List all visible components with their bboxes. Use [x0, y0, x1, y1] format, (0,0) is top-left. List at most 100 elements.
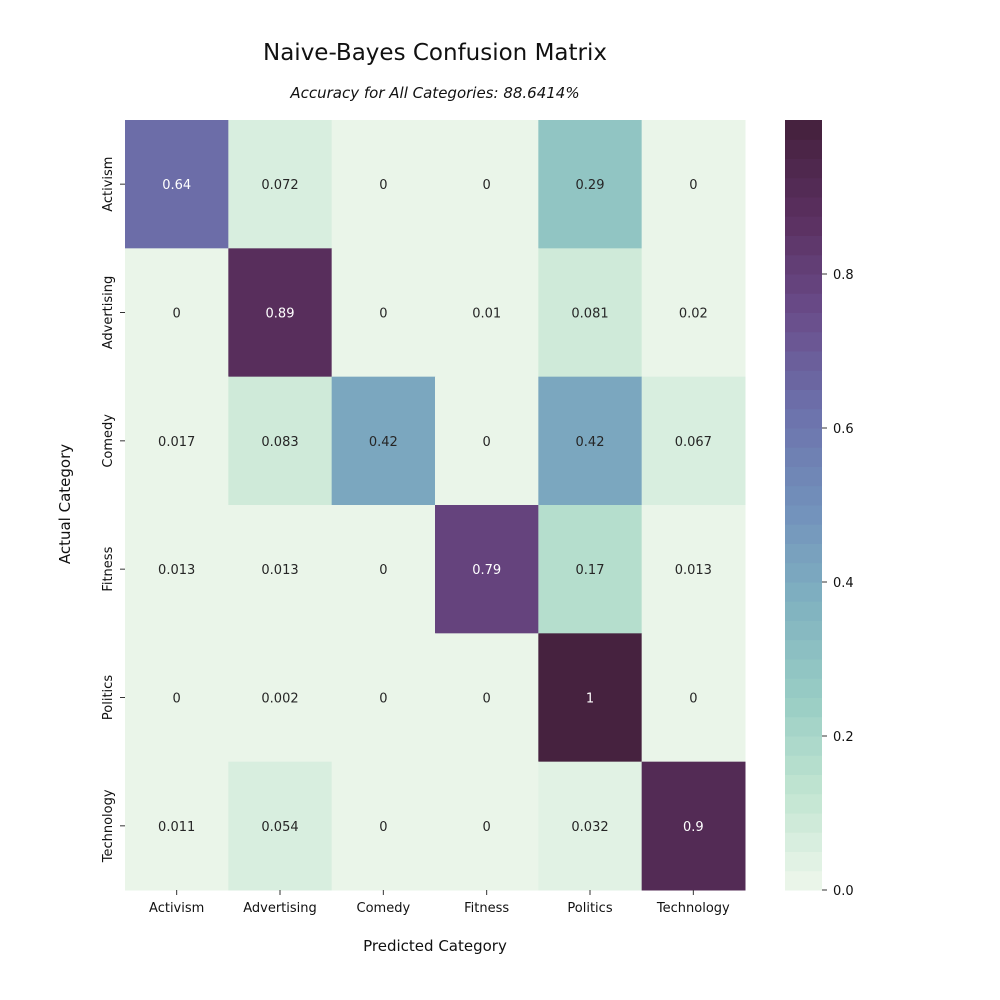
- x-tick-label: Activism: [149, 901, 204, 916]
- y-axis-label: Actual Category: [56, 443, 74, 565]
- cell-value-label: 0: [173, 692, 181, 707]
- colorbar-segment: [785, 620, 822, 641]
- cell-value-label: 0.017: [158, 435, 195, 450]
- y-tick-label: Politics: [101, 675, 116, 720]
- colorbar-segment: [785, 331, 822, 352]
- y-tick-label: Advertising: [101, 276, 116, 350]
- cell-value-label: 0.29: [576, 178, 605, 193]
- colorbar-segment: [785, 235, 822, 256]
- cell-value-label: 0.083: [261, 435, 298, 450]
- cell-value-label: 0: [483, 692, 491, 707]
- heatmap-cell: [538, 761, 643, 891]
- cell-value-label: 0.013: [675, 563, 712, 578]
- cell-value-label: 0: [483, 178, 491, 193]
- heatmap-cell: [331, 761, 436, 891]
- colorbar-segment: [785, 254, 822, 275]
- cell-value-label: 0.01: [472, 307, 501, 322]
- heatmap-cell: [331, 376, 436, 506]
- cell-value-label: 0.013: [158, 563, 195, 578]
- heatmap-cell: [435, 120, 539, 249]
- cell-value-label: 0.02: [679, 307, 708, 322]
- cell-value-label: 0.64: [162, 178, 191, 193]
- colorbar-segment: [785, 216, 822, 236]
- heatmap-cell: [125, 376, 229, 506]
- cell-value-label: 0.081: [571, 307, 608, 322]
- cell-value-label: 0.011: [158, 820, 195, 835]
- x-tick-label: Politics: [567, 901, 612, 916]
- heatmap-cell: [435, 761, 539, 891]
- heatmap-cell: [538, 120, 643, 249]
- y-tick-label: Activism: [101, 157, 116, 212]
- colorbar-tick-label: 0.4: [833, 576, 854, 591]
- x-tick-label: Comedy: [357, 901, 411, 916]
- heatmap-cell: [125, 633, 229, 763]
- cell-value-label: 0.067: [675, 435, 712, 450]
- colorbar-segment: [785, 466, 822, 487]
- colorbar-segment: [785, 716, 822, 737]
- colorbar-segment: [785, 832, 822, 852]
- colorbar-segment: [785, 428, 822, 448]
- cell-value-label: 0: [379, 692, 387, 707]
- heatmap-cell: [125, 120, 229, 249]
- heatmap-cell: [331, 505, 436, 634]
- colorbar-segment: [785, 755, 822, 775]
- y-tick-label: Fitness: [101, 546, 116, 591]
- colorbar-segment: [785, 274, 822, 294]
- cell-value-label: 0: [689, 178, 697, 193]
- cell-value-label: 0.054: [261, 820, 298, 835]
- y-tick-label: Technology: [101, 789, 116, 863]
- x-axis-label: Predicted Category: [363, 937, 507, 955]
- heatmap-cell: [228, 633, 333, 763]
- colorbar-segment: [785, 870, 822, 891]
- colorbar-segment: [785, 813, 822, 833]
- cell-value-label: 0: [379, 820, 387, 835]
- cell-value-label: 0.79: [472, 563, 501, 578]
- heatmap-cell: [228, 248, 333, 378]
- cell-value-label: 0.9: [683, 820, 704, 835]
- colorbar-segment: [785, 505, 822, 525]
- colorbar-segment: [785, 408, 822, 429]
- heatmap-cell: [641, 376, 746, 506]
- cell-value-label: 0.002: [261, 692, 298, 707]
- cell-value-label: 0.072: [261, 178, 298, 193]
- heatmap-cell: [435, 248, 539, 378]
- x-tick-label: Fitness: [464, 901, 509, 916]
- colorbar-segment: [785, 562, 822, 583]
- colorbar-segment: [785, 639, 822, 660]
- colorbar-segment: [785, 158, 822, 179]
- heatmap-cell: [641, 120, 746, 249]
- heatmap-cell: [228, 376, 333, 506]
- colorbar-segment: [785, 851, 822, 872]
- cell-value-label: 0: [483, 435, 491, 450]
- colorbar-segment: [785, 678, 822, 698]
- cell-value-label: 0.17: [576, 563, 605, 578]
- colorbar-segment: [785, 139, 822, 159]
- heatmap-cell: [435, 505, 539, 634]
- colorbar-segment: [785, 601, 822, 621]
- cell-value-label: 0: [689, 692, 697, 707]
- cell-value-label: 0: [379, 178, 387, 193]
- chart-subtitle: Accuracy for All Categories: 88.6414%: [290, 84, 580, 102]
- cell-value-label: 1: [586, 692, 594, 707]
- colorbar-segment: [785, 543, 822, 564]
- chart-title: Naive-Bayes Confusion Matrix: [263, 40, 607, 66]
- colorbar-segment: [785, 582, 822, 602]
- heatmap-cell: [641, 248, 746, 378]
- heatmap-cell: [331, 248, 436, 378]
- colorbar-segment: [785, 370, 822, 390]
- heatmap-cell: [538, 505, 643, 634]
- cell-value-label: 0.89: [266, 307, 295, 322]
- cell-value-label: 0.42: [576, 435, 605, 450]
- cell-value-label: 0.013: [261, 563, 298, 578]
- heatmap-cell: [331, 120, 436, 249]
- colorbar-segment: [785, 447, 822, 467]
- cell-value-label: 0: [173, 307, 181, 322]
- heatmap-cell: [538, 248, 643, 378]
- colorbar-tick-label: 0.0: [833, 884, 854, 899]
- colorbar-segment: [785, 659, 822, 679]
- heatmap-cell: [641, 633, 746, 763]
- colorbar-segment: [785, 120, 822, 140]
- heatmap-cell: [228, 505, 333, 634]
